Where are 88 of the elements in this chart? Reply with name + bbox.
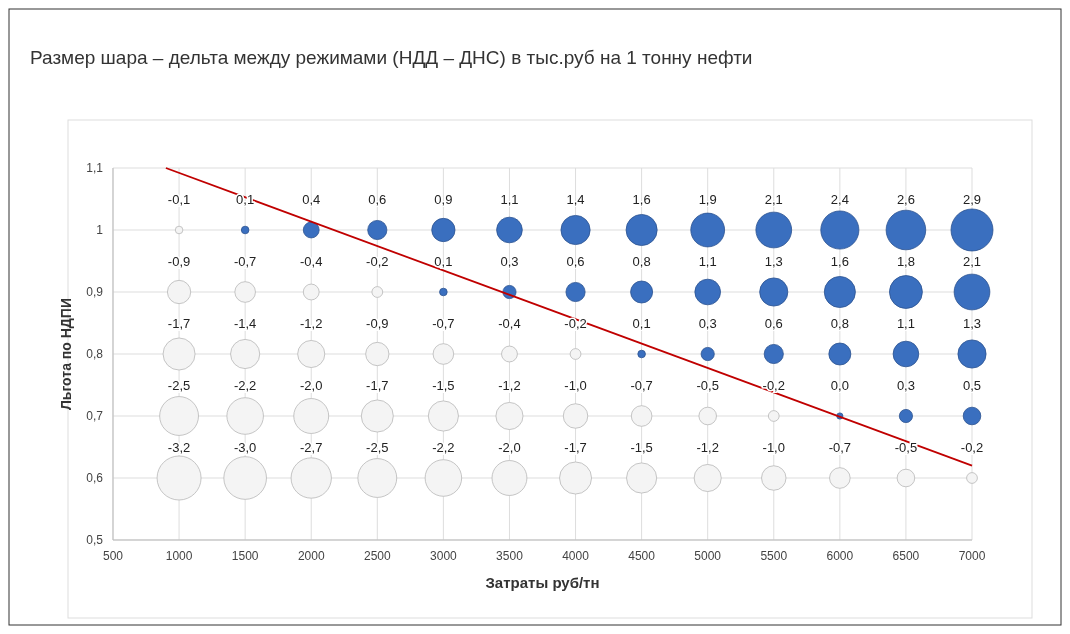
annotation: -0,7 (432, 316, 455, 331)
annotation: 0,8 (830, 316, 849, 331)
annotation: -0,4 (498, 316, 521, 331)
x-tick-label: 6500 (892, 549, 920, 563)
annotation: 2,6 (896, 192, 915, 207)
annotation: -0,2 (564, 316, 587, 331)
annotation: -1,0 (564, 378, 587, 393)
annotation: -1,7 (564, 440, 587, 455)
annotation: 2,1 (962, 254, 982, 269)
x-tick-label: 1500 (231, 549, 259, 563)
annotation: -1,5 (630, 440, 653, 455)
x-tick-label: 7000 (958, 549, 986, 563)
y-tick-label: 0,7 (86, 409, 104, 423)
annotation: -2,0 (300, 378, 323, 393)
annotation: -2,5 (366, 440, 389, 455)
annotation: -1,5 (432, 378, 455, 393)
annotation: 1,4 (566, 192, 585, 207)
annotation: 1,1 (896, 316, 915, 331)
annotation: -3,0 (233, 440, 257, 455)
annotation: 0,1 (434, 254, 453, 269)
annotation: 0,1 (632, 316, 651, 331)
annotation: -3,2 (167, 440, 191, 455)
x-tick-label: 3000 (430, 549, 458, 563)
annotation: 1,3 (962, 316, 982, 331)
annotation: -0,2 (960, 440, 984, 455)
annotation: 0,9 (434, 192, 453, 207)
x-tick-label: 500 (102, 549, 124, 563)
chart-title: Размер шара – дельта между режимами (НДД – ДНС) в тыс.руб на 1 тонну нефти (30, 47, 753, 68)
y-tick-label: 0,5 (86, 533, 104, 547)
annotation: 0,3 (500, 254, 519, 269)
annotation: 0,5 (962, 378, 982, 393)
annotation: 0,4 (302, 192, 321, 207)
annotation: 1,3 (764, 254, 783, 269)
annotation: -1,2 (696, 440, 719, 455)
x-tick-label: 5500 (760, 549, 788, 563)
annotation: 1,8 (896, 254, 915, 269)
annotation: 1,6 (830, 254, 849, 269)
annotation: -2,0 (498, 440, 521, 455)
annotation: 2,1 (764, 192, 783, 207)
x-axis-title: Затраты руб/тн (485, 574, 600, 591)
x-tick-label: 2000 (297, 549, 325, 563)
x-tick-label: 5000 (694, 549, 722, 563)
annotation: 0,6 (368, 192, 387, 207)
x-tick-label: 4500 (628, 549, 656, 563)
annotation: -1,2 (498, 378, 521, 393)
x-tick-label: 1000 (165, 549, 193, 563)
annotation: -0,9 (167, 254, 191, 269)
annotation: 1,6 (632, 192, 651, 207)
annotation: 0,3 (698, 316, 717, 331)
annotation: -0,2 (366, 254, 389, 269)
annotation: -1,0 (762, 440, 785, 455)
annotation: -1,7 (366, 378, 389, 393)
annotation: -0,1 (167, 192, 191, 207)
y-tick-label: 1,1 (86, 161, 104, 175)
annotation: -0,7 (828, 440, 852, 455)
annotation: -0,9 (366, 316, 389, 331)
annotation: 1,1 (698, 254, 717, 269)
annotation: -2,5 (167, 378, 191, 393)
annotation: 0,3 (896, 378, 915, 393)
y-tick-label: 0,8 (86, 347, 104, 361)
annotation: -0,5 (894, 440, 918, 455)
annotation: 2,4 (830, 192, 849, 207)
annotation: -0,7 (233, 254, 257, 269)
annotation: -0,7 (630, 378, 653, 393)
annotation: 0,6 (764, 316, 783, 331)
annotation: 2,9 (962, 192, 982, 207)
annotation: -1,2 (300, 316, 323, 331)
annotation: 0,0 (830, 378, 849, 393)
annotation: -0,2 (762, 378, 785, 393)
x-tick-label: 3500 (496, 549, 524, 563)
annotation: -0,4 (300, 254, 323, 269)
annotation: -2,2 (233, 378, 257, 393)
annotation: 1,1 (500, 192, 519, 207)
y-axis-title: Льгота по НДПИ (58, 298, 74, 410)
y-tick-label: 0,6 (86, 471, 104, 485)
annotation: -1,7 (167, 316, 191, 331)
annotation: 0,8 (632, 254, 651, 269)
annotation: -2,7 (300, 440, 323, 455)
annotation: -1,4 (233, 316, 257, 331)
annotation: 1,9 (698, 192, 717, 207)
x-tick-label: 2500 (363, 549, 391, 563)
annotation: -0,5 (696, 378, 719, 393)
annotation: 0,6 (566, 254, 585, 269)
x-tick-label: 4000 (562, 549, 590, 563)
y-tick-label: 1 (96, 223, 104, 237)
y-tick-label: 0,9 (86, 285, 104, 299)
annotation: -2,2 (432, 440, 455, 455)
x-tick-label: 6000 (826, 549, 854, 563)
